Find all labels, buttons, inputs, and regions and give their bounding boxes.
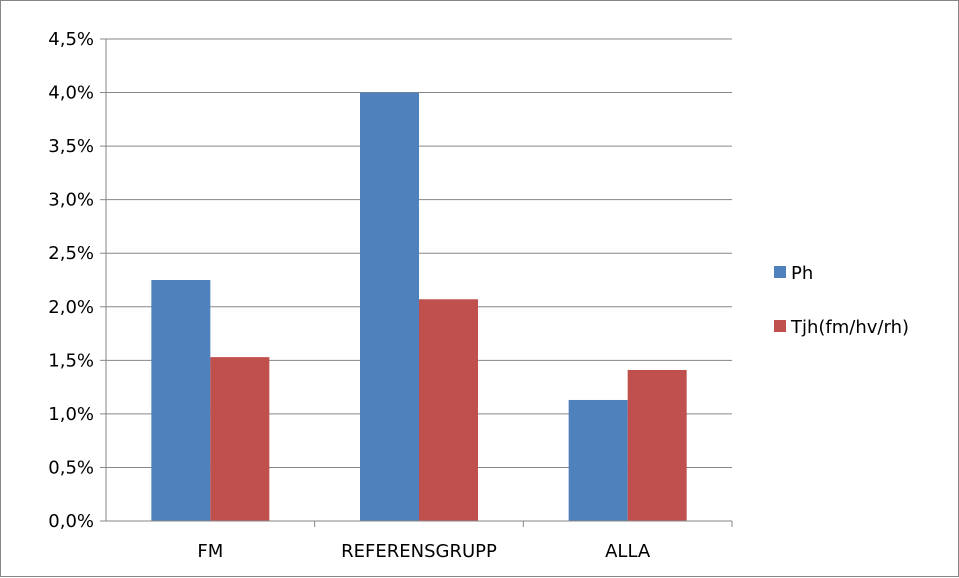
x-tick-labels: FM REFERENSGRUPP ALLA — [197, 541, 651, 562]
bar-ph-fm — [151, 280, 211, 521]
legend-label: Ph — [791, 263, 813, 284]
y-tick-label: 2,5% — [48, 243, 94, 264]
y-tick-label: 4,0% — [48, 83, 94, 104]
y-tick-label: 3,0% — [48, 190, 94, 211]
y-tick-label: 1,5% — [48, 350, 94, 371]
legend-swatch — [774, 266, 786, 278]
y-tick-label: 2,0% — [48, 297, 94, 318]
legend-label: Tjh(fm/hv/rh) — [790, 317, 909, 338]
x-tick-label: FM — [197, 541, 223, 562]
x-tick-label: ALLA — [605, 541, 651, 562]
bars — [151, 92, 687, 522]
y-tick-label: 0,5% — [48, 457, 94, 478]
y-tick-label: 0,0% — [48, 511, 94, 532]
bar-tjh-fm-hv-rh--fm — [210, 357, 270, 521]
y-tick-label: 3,5% — [48, 136, 94, 157]
bar-ph-referensgrupp — [360, 92, 419, 522]
bar-ph-alla — [568, 399, 628, 521]
legend: Ph Tjh(fm/hv/rh) — [774, 263, 909, 338]
axes — [100, 38, 733, 527]
legend-swatch — [774, 320, 786, 332]
x-tick-label: REFERENSGRUPP — [341, 541, 497, 562]
y-tick-label: 4,5% — [48, 29, 94, 50]
y-tick-labels: 0,0% 0,5% 1,0% 1,5% 2,0% 2,5% 3,0% 3,5% 4,0% 4,5% — [48, 29, 94, 532]
y-tick-label: 1,0% — [48, 404, 94, 425]
bar-tjh-fm-hv-rh--referensgrupp — [419, 299, 478, 521]
bar-tjh-fm-hv-rh--alla — [627, 369, 687, 521]
